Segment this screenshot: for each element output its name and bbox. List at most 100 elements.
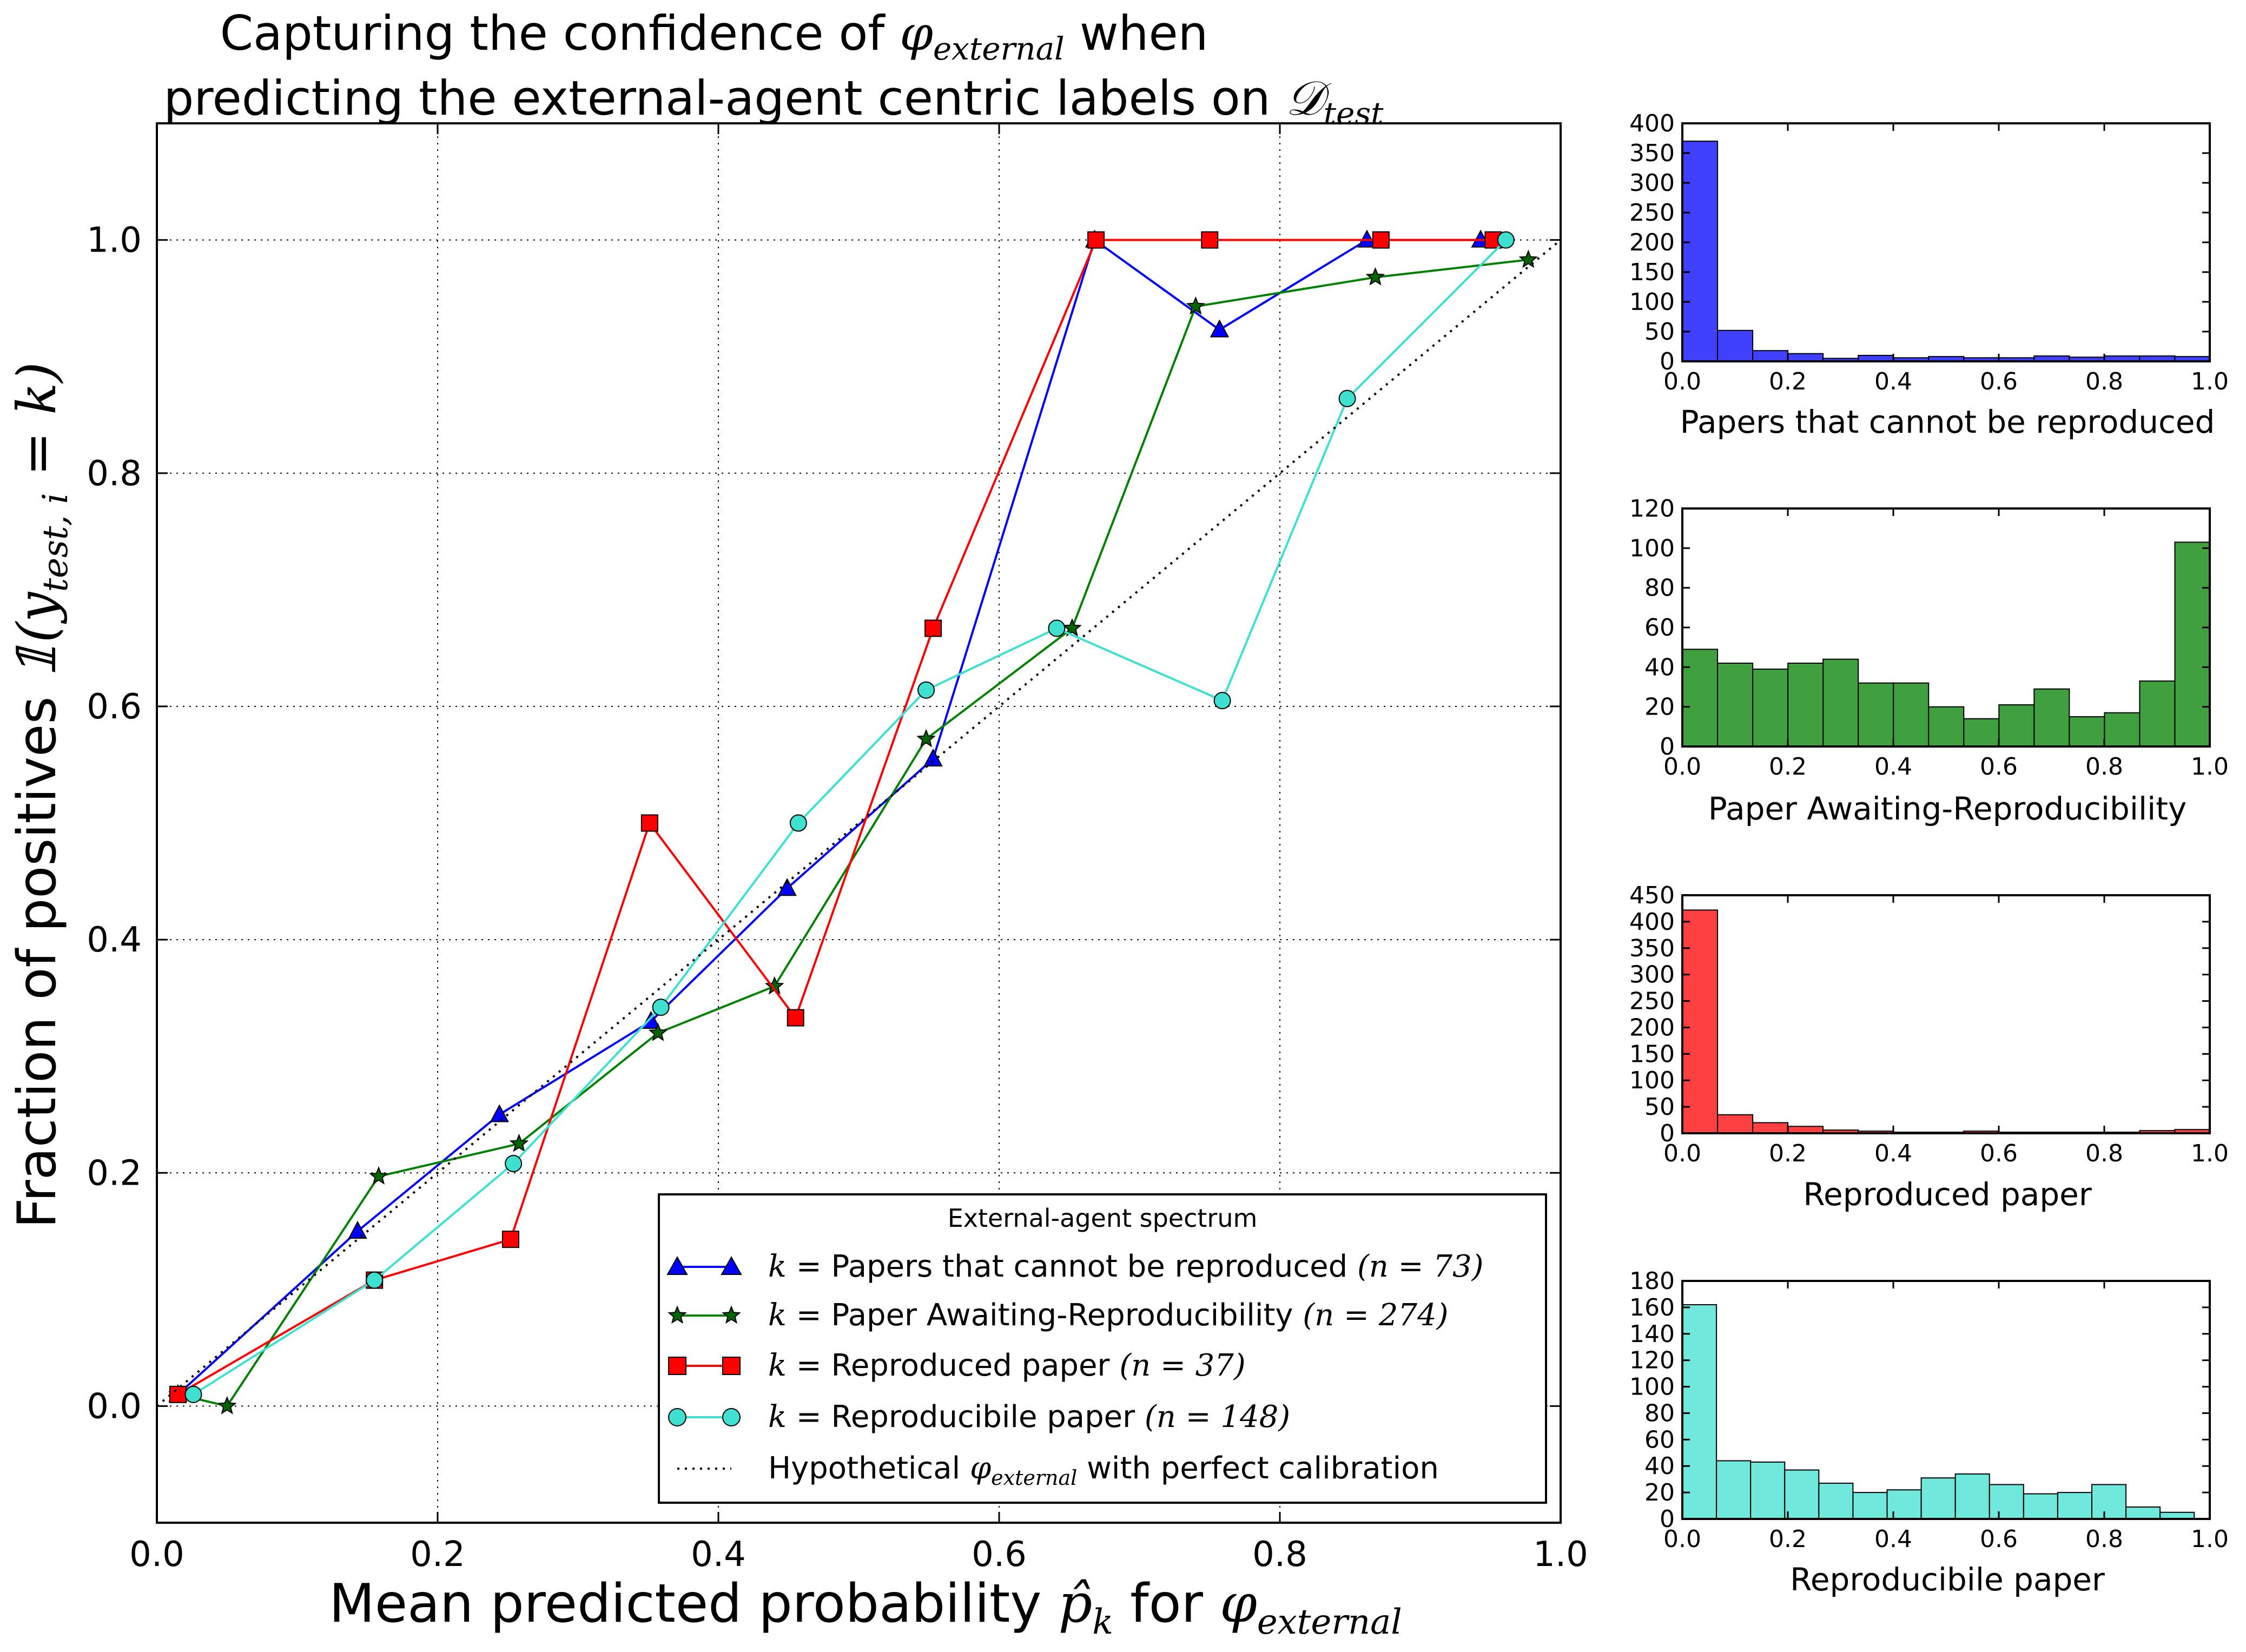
y-tick-label: 0 <box>1660 733 1675 761</box>
histogram-bar <box>1963 718 2000 747</box>
svg-text:k = Reproduced paper (n = 37): k = Reproduced paper (n = 37) <box>768 1348 1246 1383</box>
y-tick-label: 120 <box>1629 495 1675 523</box>
x-tick-label: 0.6 <box>972 1535 1027 1575</box>
histogram-bar <box>2069 716 2105 747</box>
star-marker <box>217 1396 237 1415</box>
y-tick-label: 100 <box>1629 534 1675 562</box>
histogram-bar <box>2174 541 2211 747</box>
y-tick-label: 0.0 <box>87 1386 142 1426</box>
histogram-1-xlabel: Papers that cannot be reproduced <box>1680 404 2215 440</box>
y-tick-label: 140 <box>1629 1320 1675 1348</box>
circle-marker <box>1338 389 1356 407</box>
x-tick-label: 0.2 <box>1769 1140 1807 1167</box>
y-tick-label: 300 <box>1629 169 1675 197</box>
x-tick-label: 0.0 <box>1663 1140 1701 1167</box>
histogram-reproducible: 0.0 0.2 0.4 0.6 0.8 1.0 0204060801001201401601… <box>1629 1267 2229 1553</box>
y-tick-label: 450 <box>1629 882 1675 909</box>
star-marker <box>916 729 936 748</box>
histogram-bar <box>1752 669 1789 747</box>
y-tick-label: 20 <box>1644 1479 1675 1506</box>
y-tick-label: 0.6 <box>87 687 142 727</box>
histogram-frame <box>1681 122 2211 362</box>
square-marker <box>924 619 942 637</box>
y-tick-label: 150 <box>1629 259 1675 286</box>
triangle-marker <box>1210 319 1230 338</box>
x-tick-label: 0.0 <box>1663 368 1701 395</box>
histogram-bar <box>2033 688 2070 747</box>
x-tick-label: 0.6 <box>1980 753 2018 781</box>
histogram-bar <box>1682 1304 1717 1519</box>
x-tick-label: 0.0 <box>129 1535 184 1575</box>
histogram-bar <box>1954 1473 1990 1520</box>
y-tick-label: 0 <box>1660 348 1675 375</box>
x-tick-label: 0.4 <box>1874 753 1912 781</box>
histogram-bar <box>1784 1469 1820 1520</box>
y-tick-label: 40 <box>1644 653 1675 681</box>
y-tick-label: 250 <box>1629 988 1675 1015</box>
series-line-2 <box>177 239 1494 1396</box>
x-tick-label: 1.0 <box>2191 1140 2229 1167</box>
x-tick-label: 0.2 <box>1769 753 1807 781</box>
x-tick-label: 0.4 <box>1874 1140 1912 1167</box>
square-marker <box>1201 231 1219 249</box>
x-tick-label: 1.0 <box>2191 753 2229 781</box>
circle-marker <box>652 999 670 1016</box>
histogram-bar <box>1717 1114 1754 1134</box>
histogram-bar <box>1717 329 1754 362</box>
histogram-bar <box>1928 706 1965 747</box>
legend: External-agent spectrum k = Papers that … <box>658 1193 1547 1504</box>
triangle-marker <box>348 1220 367 1239</box>
x-tick-label: 0.8 <box>1252 1535 1307 1575</box>
histogram-bar <box>2091 1484 2127 1519</box>
histogram-bar <box>1750 1461 1786 1520</box>
series-line-4 <box>156 239 1562 1407</box>
series-line-0 <box>177 238 1481 1396</box>
y-tick-label: 150 <box>1629 1040 1675 1068</box>
star-marker <box>1062 618 1082 637</box>
y-tick-label: 0 <box>1660 1120 1675 1147</box>
circle-marker <box>917 681 935 699</box>
triangle-marker <box>641 1010 661 1029</box>
x-tick-label: 0.8 <box>2085 368 2123 395</box>
y-tick-label: 60 <box>1644 614 1675 642</box>
svg-text:k = Reproducibile paper (n = 1: k = Reproducibile paper (n = 148) <box>768 1399 1290 1435</box>
y-tick-label: 120 <box>1629 1347 1675 1375</box>
y-tick-label: 100 <box>1629 1067 1675 1094</box>
histogram-bar <box>1752 1122 1789 1134</box>
square-marker <box>1372 231 1390 249</box>
circle-marker <box>505 1155 523 1173</box>
histogram-frame <box>1681 1280 2211 1520</box>
histogram-bar <box>1752 350 1789 362</box>
histogram-bar <box>1858 682 1894 747</box>
x-tick-label: 0.4 <box>691 1535 746 1575</box>
histogram-bar <box>2057 1492 2092 1519</box>
histogram-area <box>1682 123 2210 361</box>
series-line-3 <box>193 239 1507 1396</box>
y-tick-label: 80 <box>1644 1399 1675 1427</box>
y-tick-label: 200 <box>1629 229 1675 256</box>
y-tick-label: 0 <box>1660 1505 1675 1533</box>
star-marker <box>509 1133 529 1152</box>
star-marker <box>648 1022 668 1041</box>
y-tick-label: 160 <box>1629 1294 1675 1321</box>
x-tick-label: 0.6 <box>1980 1525 2018 1553</box>
histogram-bar <box>1717 663 1754 747</box>
histogram-bar <box>2125 1506 2161 1519</box>
y-tick-label: 0.8 <box>87 454 142 494</box>
histogram-area <box>1682 895 2210 1133</box>
y-tick-label: 200 <box>1629 1014 1675 1041</box>
svg-text:Hypothetical φexternal with pe: Hypothetical φexternal with perfect cali… <box>768 1451 1439 1490</box>
legend-entry-awaiting: k = Paper Awaiting-Reproducibility (n = … <box>668 1298 1448 1333</box>
x-tick-label: 0.8 <box>2085 753 2123 781</box>
histogram-bar <box>2104 712 2141 747</box>
histogram-bar <box>1787 663 1824 747</box>
y-axis-label: Fraction of positives 𝟙(ytest, i = k) <box>6 362 76 1228</box>
histogram-frame <box>1681 507 2211 748</box>
histogram-bar <box>1682 649 1719 748</box>
y-tick-label: 20 <box>1644 693 1675 721</box>
x-tick-label: 0.2 <box>1769 1525 1807 1553</box>
histogram-reproduced: 0.0 0.2 0.4 0.6 0.8 1.00501001502002503003504… <box>1629 882 2229 1167</box>
y-tick-label: 100 <box>1629 1373 1675 1401</box>
